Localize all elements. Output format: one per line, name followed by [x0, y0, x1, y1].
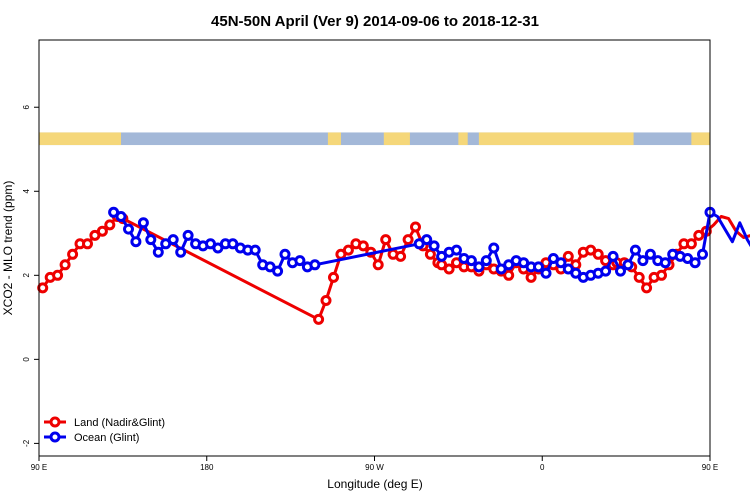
series-1-point-4 — [137, 217, 149, 229]
series-1-point-2 — [123, 223, 134, 235]
strip-land-5 — [691, 132, 710, 146]
strip-land-3 — [458, 132, 468, 146]
series-1-point-27 — [309, 259, 321, 271]
x-axis: 90 E 180 90 W 0 90 E — [31, 456, 718, 472]
series-0-point-59 — [656, 269, 667, 281]
series-1-point-66 — [697, 248, 708, 260]
strip-land-4 — [478, 132, 634, 146]
y-tick-label-4: 6 — [22, 104, 31, 109]
series-0-point-16 — [342, 244, 354, 256]
x-tick-label-4: 90 E — [702, 463, 718, 472]
series-1-point-58 — [637, 255, 649, 267]
series-0-point-4 — [67, 248, 79, 260]
series-1-point-53 — [600, 265, 612, 277]
series-0-point-8 — [96, 225, 108, 237]
series-1-point-23 — [279, 248, 291, 260]
series-0-point-63 — [685, 238, 697, 250]
legend-land-marker — [49, 416, 61, 428]
series-1-point-65 — [689, 257, 701, 269]
land-ocean-strip — [39, 132, 710, 146]
series-1-point-56 — [622, 259, 634, 271]
y-axis-label: XCO2 - MLO trend (ppm) — [1, 181, 15, 316]
series-1-point-59 — [644, 248, 656, 260]
series-0-point-14 — [328, 271, 339, 283]
legend-item-ocean: Ocean (Glint) — [44, 431, 139, 444]
legend-land-label: Land (Nadir&Glint) — [74, 417, 165, 429]
x-tick-label-0: 90 E — [31, 463, 47, 472]
series-1-point-55 — [615, 265, 626, 277]
series-0-point-27 — [424, 248, 436, 260]
series-0-point-0 — [37, 282, 49, 294]
series-1-point-54 — [607, 250, 619, 262]
series-1-point-38 — [488, 242, 500, 254]
series-0-point-24 — [402, 234, 414, 246]
series-0-point-25 — [410, 221, 421, 233]
series-1-point-25 — [294, 255, 306, 267]
y-tick-label-0: -2 — [22, 439, 31, 447]
series-0-point-13 — [320, 295, 332, 306]
series-1-point-3 — [130, 236, 142, 248]
series-1-point-8 — [167, 234, 179, 246]
x-tick-label-3: 0 — [540, 463, 545, 472]
series-0-point-41 — [525, 271, 537, 283]
x-tick-label-2: 90 W — [365, 463, 384, 472]
legend-item-land: Land (Nadir&Glint) — [44, 416, 165, 429]
series-0-point-3 — [59, 259, 71, 271]
series-1-point-47 — [555, 257, 567, 269]
series-0-point-21 — [380, 234, 392, 246]
series-0-point-50 — [592, 248, 604, 260]
chart-title: 45N-50N April (Ver 9) 2014-09-06 to 2018… — [211, 13, 539, 30]
series-1-point-33 — [451, 244, 462, 256]
series-1-point-19 — [249, 244, 261, 256]
series-0-point-30 — [443, 263, 455, 275]
series-1-point-35 — [465, 255, 477, 267]
y-tick-label-1: 0 — [22, 357, 31, 362]
series-0-point-46 — [562, 250, 574, 262]
series-group — [37, 206, 750, 325]
series-0-point-12 — [313, 313, 325, 325]
series-1-point-61 — [659, 257, 671, 269]
strip-land-0 — [39, 132, 122, 146]
strip-land-2 — [383, 132, 410, 146]
strip-land-1 — [327, 132, 341, 146]
y-tick-label-3: 4 — [22, 188, 31, 193]
series-0-point-2 — [52, 269, 64, 281]
series-1-point-44 — [533, 261, 544, 273]
series-0-point-18 — [357, 240, 369, 252]
series-1-point-10 — [182, 229, 194, 241]
y-tick-label-2: 2 — [22, 273, 31, 278]
series-0-point-9 — [104, 219, 116, 231]
series-0-point-6 — [82, 238, 93, 250]
series-0-point-23 — [395, 250, 407, 262]
series-1-point-36 — [473, 261, 485, 273]
series-1-point-5 — [145, 234, 157, 246]
series-1-point-1 — [115, 211, 127, 222]
legend-ocean-marker — [49, 431, 61, 443]
series-1-point-9 — [175, 246, 187, 258]
series-1-point-45 — [540, 267, 552, 279]
x-tick-label-1: 180 — [200, 463, 214, 472]
series-0-point-38 — [503, 269, 515, 281]
series-0-point-57 — [641, 282, 653, 294]
x-axis-label: Longitude (deg E) — [327, 477, 422, 491]
series-1-point-29 — [421, 234, 433, 246]
legend: Land (Nadir&Glint) Ocean (Glint) — [44, 416, 165, 444]
series-0-point-56 — [633, 271, 645, 283]
series-0-point-20 — [372, 259, 384, 271]
y-axis: -2 0 2 4 6 — [22, 104, 39, 447]
legend-ocean-label: Ocean (Glint) — [74, 432, 139, 444]
series-1-point-22 — [272, 265, 284, 277]
series-1-point-37 — [480, 255, 492, 267]
series-1-point-6 — [152, 246, 164, 258]
series-1-point-30 — [428, 240, 440, 252]
series-1-point-57 — [629, 244, 641, 256]
plot-frame — [38, 39, 711, 457]
